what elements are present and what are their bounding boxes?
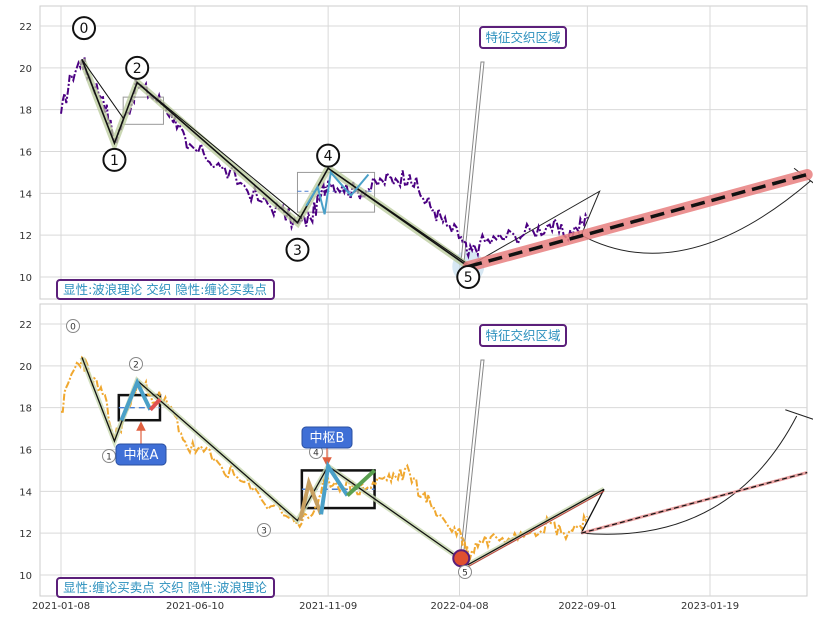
wave-aux [327,167,469,265]
wave-label-5: 5 [456,265,481,289]
projection-line [467,172,808,269]
y-tick-label: 10 [19,273,32,284]
y-tick-label: 22 [19,320,32,331]
bottom-pivot-labels: 0 1 2 3 4 5 [66,319,472,579]
y-tick-label: 16 [19,446,32,457]
y-tick-label: 22 [19,22,32,33]
zhongshu-b-text: 中枢B [310,431,345,446]
wave-label-1: 1 [102,147,127,172]
y-tick-label: 14 [19,189,32,200]
projection-tick [785,409,813,420]
y-tick-label: 18 [19,404,32,415]
bottom-legend-box-label: 显性:缠论买卖点 交织 隐性:波浪理论 [63,580,267,595]
y-tick-label: 10 [19,571,32,582]
sub-stroke-a-red [148,397,162,412]
x-tick-label: 2023-01-19 [681,601,739,612]
svg-text:5: 5 [462,569,468,579]
bottom-x-tick-labels: 2021-01-08 2021-06-10 2021-11-09 2022-04-08… [32,601,739,612]
projection-arc [581,415,798,535]
top-feature-box: 特征交织区域 [479,26,567,49]
wave-aux [136,82,303,219]
y-tick-label: 20 [19,64,32,75]
buy-point-marker [452,549,471,568]
sub-stroke-b-3 [346,468,376,497]
sub-stroke-b-2 [319,460,350,515]
sub-stroke-b-1 [298,476,323,522]
bottom-annotations [117,359,813,551]
top-feature-box-label: 特征交织区域 [485,30,560,45]
svg-text:1: 1 [106,453,112,463]
sub-wave [305,170,370,215]
x-tick-label: 2022-09-01 [558,601,616,612]
pivot-label-5: 5 [458,565,472,579]
svg-text:4: 4 [313,449,319,459]
bi-line [81,357,605,566]
svg-text:0: 0 [70,323,76,333]
pivot-label-3: 3 [257,523,271,537]
top-wave-labels: 0 1 2 3 4 5 [72,16,481,289]
projection-triangle [468,190,601,267]
bottom-y-tick-labels: 10 12 14 16 18 20 22 [19,320,32,582]
x-tick-label: 2021-11-09 [299,601,357,612]
svg-text:1: 1 [110,153,119,169]
bottom-feature-box: 特征交织区域 [479,324,567,347]
svg-text:4: 4 [324,149,333,165]
top-legend-box: 显性:波浪理论 交织 隐性:缠论买卖点 [56,279,275,300]
wave-aux [81,59,124,119]
y-tick-label: 18 [19,106,32,117]
x-tick-label: 2021-06-10 [166,601,224,612]
svg-text:5: 5 [464,270,473,286]
zhongshu-a-label: 中枢A [115,443,167,466]
top-plot-area [39,5,808,300]
bi-line-end [580,488,605,534]
pivot-label-2: 2 [129,357,143,371]
wave-label-3: 3 [285,237,310,262]
y-tick-label: 16 [19,148,32,159]
projection-arc [581,180,812,254]
wave-label-0: 0 [72,16,97,41]
x-tick-label: 2021-01-08 [32,601,90,612]
top-grid [40,6,807,299]
svg-text:3: 3 [293,243,302,259]
y-tick-label: 14 [19,487,32,498]
bi-line-red [468,490,605,567]
wave-label-2: 2 [125,55,150,80]
x-tick-label: 2022-04-08 [430,601,488,612]
pivot-label-0: 0 [66,319,80,333]
zhongshu-b-label: 中枢B [301,426,353,449]
bottom-feature-box-label: 特征交织区域 [485,328,560,343]
top-wave-lines [78,58,813,273]
svg-text:2: 2 [133,361,139,371]
wave-label-4: 4 [316,143,341,168]
bottom-legend-box: 显性:缠论买卖点 交织 隐性:波浪理论 [56,577,275,598]
svg-text:2: 2 [133,61,142,77]
y-tick-label: 12 [19,529,32,540]
svg-text:0: 0 [80,21,89,37]
bottom-bi-lines [79,356,808,568]
y-tick-label: 12 [19,231,32,242]
pivot-label-1: 1 [102,449,116,463]
y-tick-label: 20 [19,362,32,373]
zhongshu-a-text: 中枢A [124,448,159,463]
top-legend-box-label: 显性:波浪理论 交织 隐性:缠论买卖点 [63,282,267,297]
sub-stroke-a [119,377,153,421]
projection-line [581,471,808,534]
svg-text:3: 3 [261,527,267,537]
top-y-tick-labels: 10 12 14 16 18 20 22 [19,22,32,284]
